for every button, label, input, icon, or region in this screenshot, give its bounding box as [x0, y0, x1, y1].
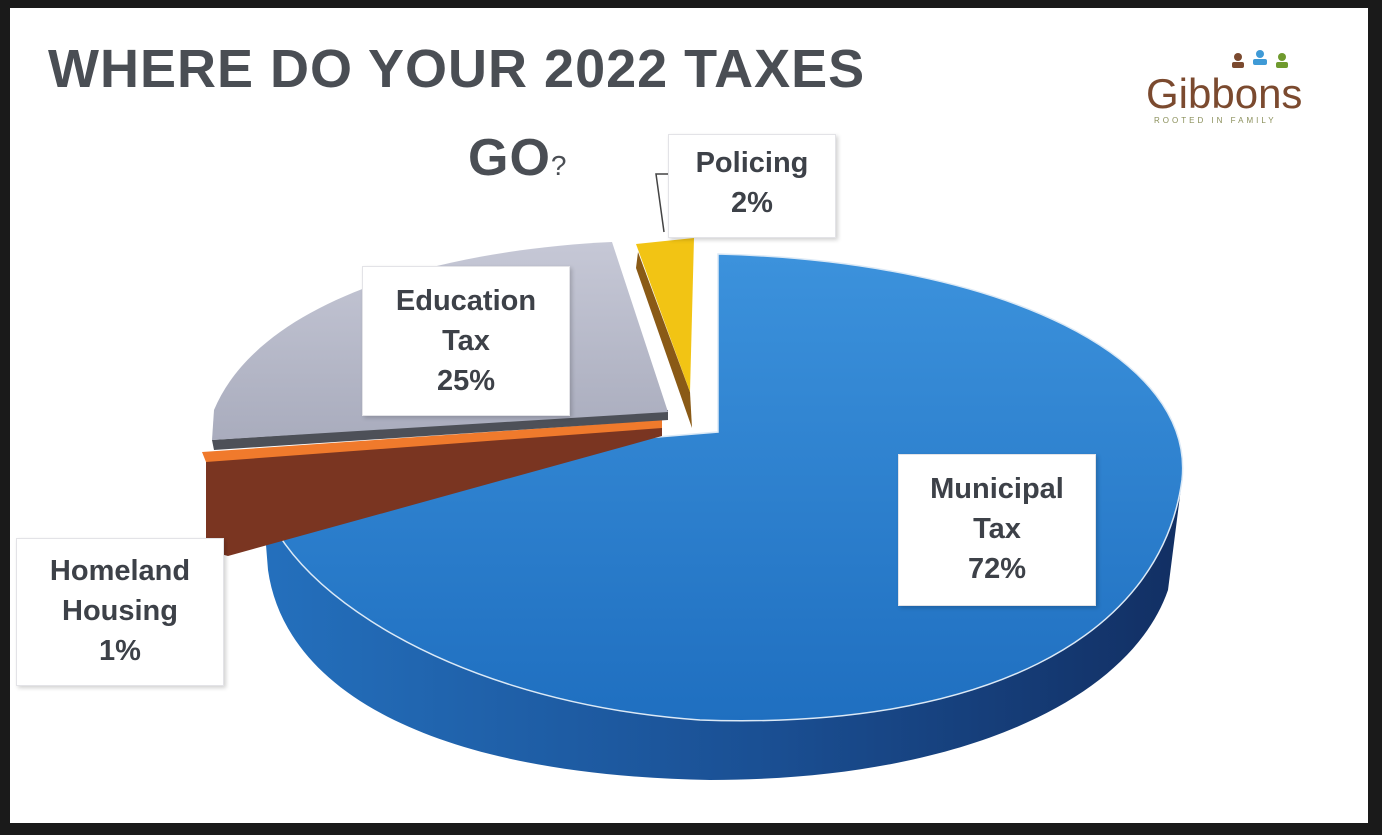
policing-leader-line: [655, 173, 668, 233]
chart-title-line2: GO?: [468, 124, 566, 200]
education-slice-side: [212, 410, 668, 450]
label-homeland-housing: Homeland Housing 1%: [16, 538, 224, 686]
chart-title-go: GO: [468, 129, 551, 187]
label-education-tax: Education Tax 25%: [362, 266, 570, 416]
label-policing: Policing 2%: [668, 134, 836, 238]
homeland-slice: [202, 420, 662, 462]
family-figures-icon: [1232, 50, 1288, 68]
logo-wordmark: Gibbons: [1146, 70, 1303, 117]
homeland-slice-side: [206, 424, 662, 556]
municipal-slice-side: [259, 470, 1183, 780]
label-municipal-tax: Municipal Tax 72%: [898, 454, 1096, 606]
gibbons-logo: Gibbons ROOTED IN FAMILY: [1146, 50, 1322, 125]
policing-slice: [636, 238, 694, 392]
chart-title-question-mark: ?: [550, 150, 567, 181]
chart-title-line1: WHERE DO YOUR 2022 TAXES: [48, 39, 866, 99]
policing-slice-side: [636, 252, 692, 428]
logo-tagline: ROOTED IN FAMILY: [1154, 116, 1277, 125]
